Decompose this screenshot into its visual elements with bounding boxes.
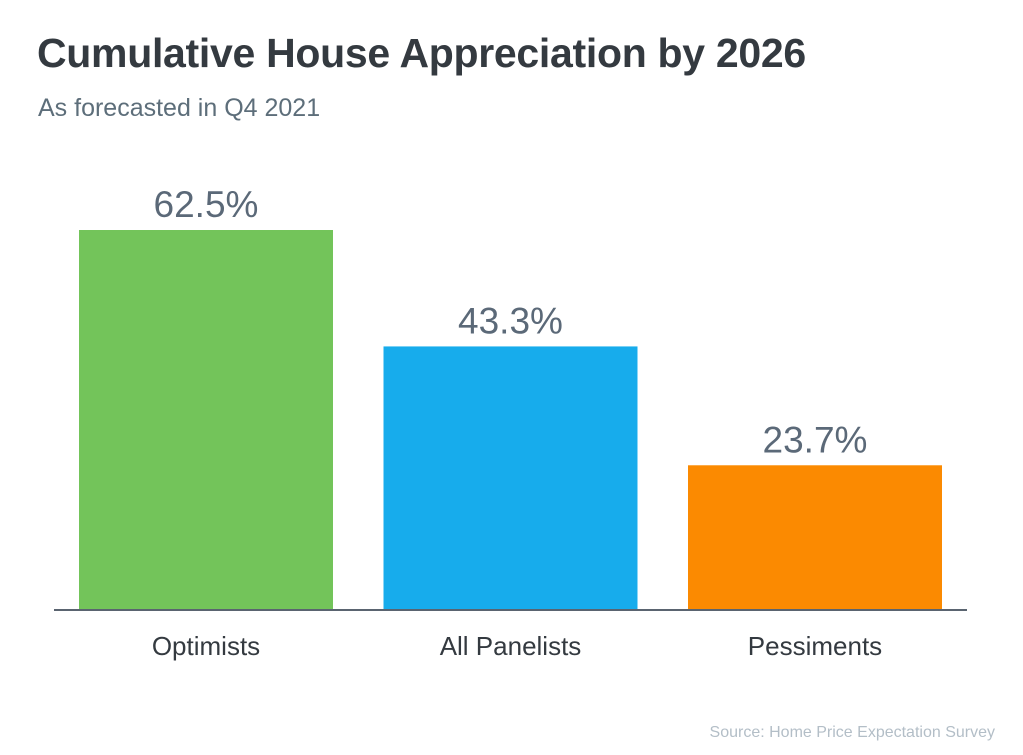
source-note: Source: Home Price Expectation Survey xyxy=(709,724,995,741)
category-label-all-panelists: All Panelists xyxy=(440,631,582,661)
bar-optimists xyxy=(79,230,333,609)
value-label-pessiments: 23.7% xyxy=(763,419,868,460)
category-label-pessiments: Pessiments xyxy=(748,631,882,661)
category-label-optimists: Optimists xyxy=(152,631,260,661)
value-label-all-panelists: 43.3% xyxy=(458,300,563,341)
value-labels-group: 62.5% 43.3% 23.7% xyxy=(154,184,868,460)
value-label-optimists: 62.5% xyxy=(154,184,259,225)
bars-group xyxy=(79,230,942,609)
bar-pessiments xyxy=(688,465,942,609)
category-labels-group: Optimists All Panelists Pessiments xyxy=(152,631,882,661)
chart-subtitle: As forecasted in Q4 2021 xyxy=(38,94,321,122)
bar-all-panelists xyxy=(383,346,638,609)
chart-title: Cumulative House Appreciation by 2026 xyxy=(37,30,806,76)
